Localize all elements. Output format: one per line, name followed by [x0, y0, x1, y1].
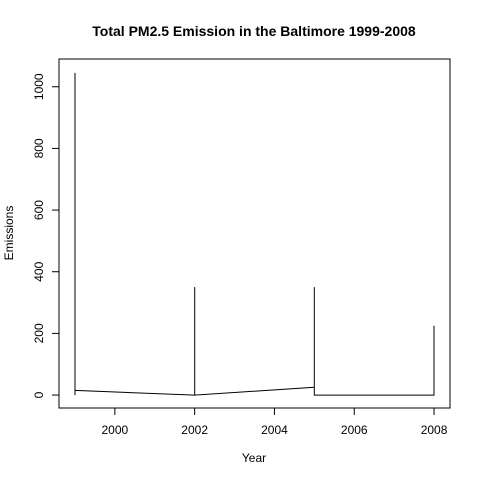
y-axis: 0 200 400 600 800 1000	[32, 73, 59, 398]
y-tick-label: 800	[32, 138, 46, 158]
series-layer	[74, 72, 435, 396]
plot-frame	[58, 58, 451, 409]
x-tick-label: 2006	[341, 423, 368, 437]
x-tick-label: 2000	[102, 423, 129, 437]
x-tick-label: 2004	[261, 423, 288, 437]
y-tick-label: 200	[32, 323, 46, 343]
chart-title: Total PM2.5 Emission in the Baltimore 19…	[92, 23, 416, 39]
series-line	[74, 72, 435, 396]
y-tick-label: 600	[32, 200, 46, 220]
y-axis-label: Emissions	[2, 206, 16, 261]
x-axis: 2000 2002 2004 2006 2008	[102, 408, 448, 437]
y-tick-label: 400	[32, 261, 46, 281]
x-tick-label: 2002	[181, 423, 208, 437]
y-tick-label: 1000	[32, 73, 46, 100]
x-tick-label: 2008	[421, 423, 448, 437]
x-axis-label: Year	[242, 451, 266, 465]
y-tick-label: 0	[32, 391, 46, 398]
